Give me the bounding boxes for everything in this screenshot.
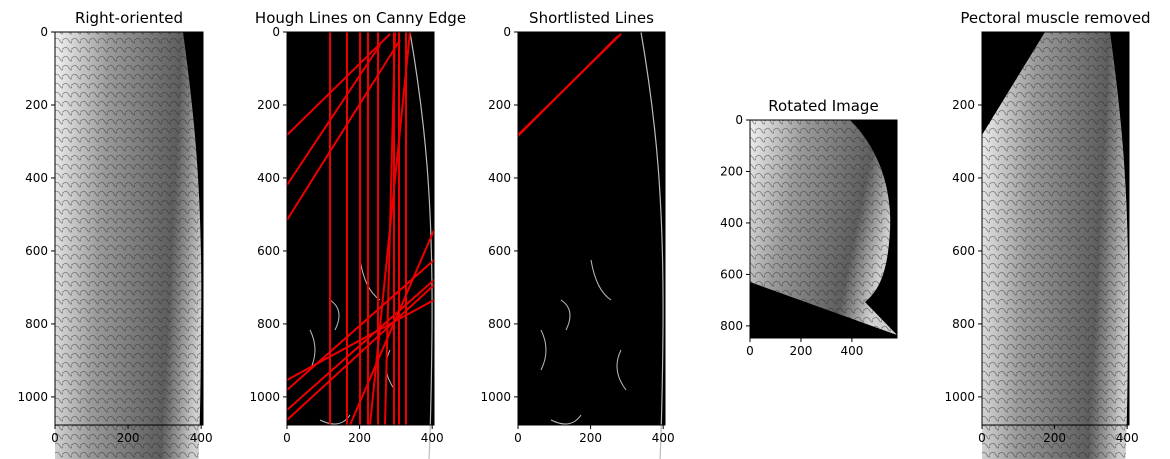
y-tick-label: 800 bbox=[488, 317, 511, 331]
image-right-oriented bbox=[55, 32, 203, 459]
y-tick-label: 200 bbox=[488, 98, 511, 112]
x-tick-label: 400 bbox=[652, 431, 675, 445]
x-tick-label: 0 bbox=[283, 431, 291, 445]
y-tick-label: 200 bbox=[720, 164, 743, 178]
y-tick-label: 400 bbox=[25, 171, 48, 185]
panel-title: Shortlisted Lines bbox=[529, 9, 654, 27]
y-tick-label: 600 bbox=[257, 244, 280, 258]
y-tick-label: 200 bbox=[25, 98, 48, 112]
y-tick-label: 600 bbox=[488, 244, 511, 258]
y-tick-label: 200 bbox=[952, 98, 975, 112]
image-pectoral-removed bbox=[982, 32, 1129, 459]
y-tick-label: 0 bbox=[272, 25, 280, 39]
y-tick-label: 400 bbox=[952, 171, 975, 185]
y-tick-label: 400 bbox=[257, 171, 280, 185]
axes-frame bbox=[54, 31, 204, 426]
image-rotated bbox=[750, 120, 897, 338]
x-tick-label: 400 bbox=[190, 431, 213, 445]
panel-title: Right-oriented bbox=[75, 9, 183, 27]
axes-frame bbox=[286, 31, 435, 426]
axes-frame bbox=[517, 31, 666, 426]
y-tick-label: 600 bbox=[952, 244, 975, 258]
x-tick-label: 200 bbox=[348, 431, 371, 445]
axes-frame bbox=[749, 119, 898, 339]
y-tick-label: 600 bbox=[720, 267, 743, 281]
x-tick-label: 0 bbox=[514, 431, 522, 445]
image-hough-lines bbox=[286, 31, 435, 459]
y-tick-label: 200 bbox=[257, 98, 280, 112]
axes-frame bbox=[981, 31, 1130, 426]
y-tick-label: 800 bbox=[257, 317, 280, 331]
y-tick-label: 0 bbox=[503, 25, 511, 39]
x-tick-label: 200 bbox=[117, 431, 140, 445]
y-tick-label: 0 bbox=[40, 25, 48, 39]
x-tick-label: 200 bbox=[790, 344, 813, 358]
x-tick-label: 200 bbox=[1043, 431, 1066, 445]
y-tick-label: 800 bbox=[720, 319, 743, 333]
x-tick-label: 400 bbox=[1116, 431, 1139, 445]
y-tick-label: 1000 bbox=[249, 390, 280, 404]
y-tick-label: 600 bbox=[25, 244, 48, 258]
y-tick-label: 1000 bbox=[944, 390, 975, 404]
y-tick-label: 400 bbox=[488, 171, 511, 185]
x-tick-label: 400 bbox=[421, 431, 444, 445]
x-tick-label: 200 bbox=[579, 431, 602, 445]
y-tick-label: 1000 bbox=[17, 390, 48, 404]
x-tick-label: 0 bbox=[978, 431, 986, 445]
image-shortlisted-lines bbox=[517, 31, 665, 459]
panel-title: Rotated Image bbox=[768, 97, 878, 115]
y-tick-label: 400 bbox=[720, 216, 743, 230]
y-tick-label: 800 bbox=[952, 317, 975, 331]
x-tick-label: 0 bbox=[51, 431, 59, 445]
y-tick-label: 0 bbox=[735, 113, 743, 127]
x-tick-label: 400 bbox=[840, 344, 863, 358]
panel-title: Pectoral muscle removed bbox=[960, 9, 1150, 27]
y-tick-label: 800 bbox=[25, 317, 48, 331]
x-tick-label: 0 bbox=[746, 344, 754, 358]
panel-title: Hough Lines on Canny Edge bbox=[255, 9, 466, 27]
y-tick-label: 1000 bbox=[480, 390, 511, 404]
